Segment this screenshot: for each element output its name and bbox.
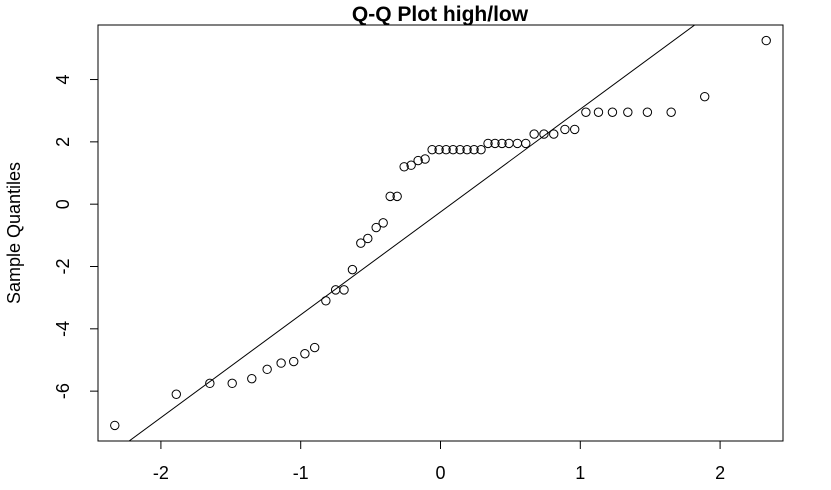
data-point	[560, 124, 570, 135]
y-axis: -6 -4 -2 0 2 4	[53, 75, 99, 399]
y-tick-label: 4	[53, 75, 73, 85]
data-point	[356, 238, 366, 248]
data-point	[378, 218, 388, 228]
chart-title: Q-Q Plot high/low	[352, 3, 529, 26]
data-point	[462, 144, 472, 155]
data-point	[593, 107, 604, 117]
data-point	[247, 373, 257, 384]
data-point	[469, 144, 479, 155]
data-point	[700, 91, 710, 102]
data-point	[205, 378, 215, 389]
data-point	[262, 364, 272, 375]
y-tick-label: 0	[53, 199, 73, 209]
data-point	[427, 144, 437, 155]
data-point	[339, 285, 349, 295]
x-tick-label: -2	[153, 463, 169, 483]
data-point	[309, 342, 320, 353]
points-layer	[110, 35, 771, 431]
data-point	[483, 138, 493, 149]
data-point	[455, 144, 465, 155]
x-tick-label: -1	[293, 463, 309, 483]
data-point	[666, 107, 676, 117]
data-point	[476, 144, 486, 155]
data-point	[497, 138, 507, 149]
data-point	[448, 144, 458, 155]
data-point	[171, 389, 181, 399]
y-axis-label: Sample Quantiles	[4, 162, 24, 304]
x-axis: -2 -1 0 1 2	[153, 440, 725, 483]
data-point	[413, 155, 423, 166]
y-tick-label: -2	[53, 258, 73, 274]
data-point	[300, 349, 310, 359]
data-point	[607, 107, 618, 117]
data-point	[227, 378, 237, 389]
data-point	[363, 233, 373, 244]
data-point	[110, 420, 120, 431]
data-point	[399, 162, 409, 172]
x-tick-label: 1	[575, 463, 585, 483]
data-point	[420, 154, 430, 164]
x-tick-label: 2	[715, 463, 725, 483]
data-point	[490, 138, 500, 149]
data-point	[539, 129, 549, 139]
data-point	[761, 35, 771, 46]
data-point	[321, 296, 331, 306]
data-point	[642, 107, 653, 117]
data-point	[581, 107, 591, 117]
data-point	[347, 264, 358, 275]
data-point	[623, 107, 633, 117]
data-point	[521, 138, 531, 149]
data-point	[371, 222, 381, 233]
y-tick-label: 2	[53, 137, 73, 147]
data-point	[570, 124, 580, 135]
data-point	[385, 191, 395, 202]
data-point	[289, 356, 299, 367]
data-point	[276, 358, 286, 368]
data-point	[441, 144, 451, 155]
data-point	[406, 160, 416, 170]
data-point	[392, 191, 402, 202]
data-point	[434, 144, 444, 155]
x-tick-label: 0	[435, 463, 445, 483]
y-tick-label: -6	[53, 383, 73, 399]
data-point	[549, 129, 559, 139]
y-tick-label: -4	[53, 321, 73, 337]
data-point	[529, 129, 539, 139]
